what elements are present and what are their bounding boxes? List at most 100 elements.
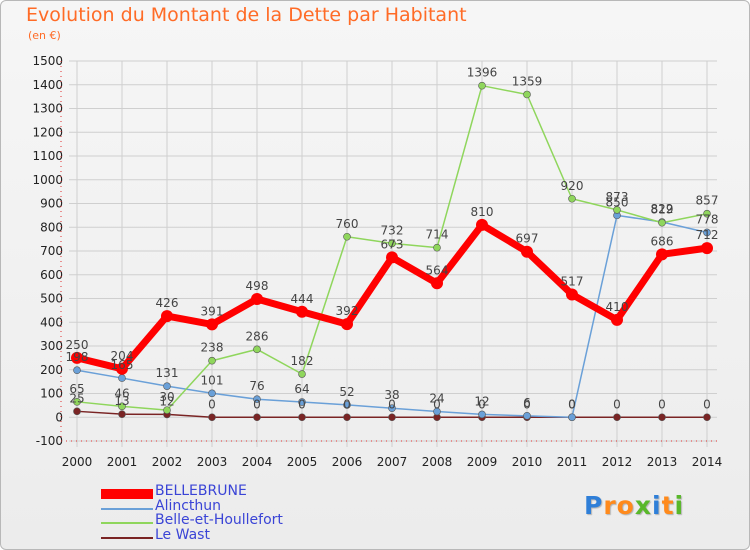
- data-label: 12: [159, 394, 174, 408]
- y-tick-label: 700: [40, 244, 63, 258]
- data-label: 810: [471, 205, 494, 219]
- data-point: [568, 194, 576, 203]
- data-label: 38: [384, 388, 399, 402]
- proxiti-logo: Proxiti: [584, 491, 684, 520]
- y-tick-label: 1300: [32, 102, 63, 116]
- data-label: 52: [339, 385, 354, 399]
- chart-title: Evolution du Montant de la Dette par Hab…: [26, 4, 467, 26]
- y-tick-label: 100: [40, 387, 63, 401]
- y-tick-label: 800: [40, 220, 63, 234]
- y-tick-label: 600: [40, 268, 63, 282]
- data-point: [73, 407, 81, 416]
- logo-letter: x: [634, 491, 652, 520]
- data-label: 238: [201, 341, 224, 355]
- logo-letter: P: [584, 491, 604, 520]
- logo-letter: o: [616, 491, 635, 520]
- data-label: 822: [651, 202, 674, 216]
- y-tick-label: 900: [40, 197, 63, 211]
- legend-label: Le Wast: [155, 526, 210, 543]
- data-label: 64: [294, 382, 309, 396]
- data-point: [208, 413, 216, 422]
- data-label: 0: [253, 397, 261, 411]
- y-tick-label: 500: [40, 292, 63, 306]
- data-point: [386, 251, 398, 264]
- x-tick-label: 2010: [512, 455, 543, 469]
- data-point: [253, 395, 261, 404]
- data-point: [478, 81, 486, 90]
- data-label: 564: [426, 263, 449, 277]
- data-point: [433, 243, 441, 252]
- data-label: 0: [658, 397, 666, 411]
- data-point: [611, 313, 623, 326]
- data-label: 712: [696, 228, 719, 242]
- x-tick-label: 2005: [287, 455, 318, 469]
- x-tick-label: 2009: [467, 455, 498, 469]
- data-label: 0: [613, 397, 621, 411]
- data-label: 0: [433, 397, 441, 411]
- data-label: 714: [426, 228, 449, 242]
- data-label: 13: [114, 394, 129, 408]
- legend-label: Belle-et-Houllefort: [155, 512, 283, 528]
- data-point: [298, 398, 306, 406]
- data-label: 204: [111, 349, 134, 363]
- y-tick-label: 400: [40, 315, 63, 329]
- data-point: [118, 402, 126, 411]
- data-point: [476, 218, 488, 231]
- legend-swatch: [101, 522, 153, 524]
- data-point: [163, 382, 171, 390]
- series-lines: [71, 81, 713, 422]
- data-point: [566, 288, 578, 301]
- x-tick-label: 2008: [422, 455, 453, 469]
- y-tick-label: 1100: [32, 149, 63, 163]
- data-point: [703, 209, 711, 218]
- logo-letter: i: [652, 491, 662, 520]
- data-label: 857: [696, 194, 719, 208]
- data-point: [73, 398, 81, 406]
- data-point: [523, 90, 531, 99]
- data-point: [73, 366, 81, 375]
- chart-subtitle: (en €): [28, 29, 61, 42]
- data-label: 850: [606, 195, 629, 209]
- y-tick-label: -100: [36, 434, 63, 448]
- data-label: 410: [606, 300, 629, 314]
- x-tick-label: 2006: [332, 455, 363, 469]
- data-point: [656, 248, 668, 261]
- data-label: 0: [478, 397, 486, 411]
- data-point: [521, 245, 533, 258]
- data-label: 6: [523, 396, 531, 410]
- legend-swatch: [101, 507, 153, 510]
- data-label: 65: [69, 382, 84, 396]
- data-label: 697: [516, 232, 539, 246]
- y-tick-label: 1000: [32, 173, 63, 187]
- data-point: [388, 404, 396, 413]
- data-label: 0: [568, 397, 576, 411]
- data-point: [433, 407, 441, 416]
- y-tick-label: 1400: [32, 78, 63, 92]
- data-label: 760: [336, 217, 359, 231]
- data-label: 12: [474, 394, 489, 408]
- data-label: 250: [66, 338, 89, 352]
- data-label: 498: [246, 279, 269, 293]
- x-tick-label: 2013: [647, 455, 678, 469]
- data-point: [161, 310, 173, 323]
- data-point: [298, 370, 306, 378]
- y-tick-label: 200: [40, 363, 63, 377]
- data-point: [343, 401, 351, 409]
- data-label: 391: [201, 304, 224, 318]
- data-label: 76: [249, 379, 264, 393]
- x-tick-label: 2004: [242, 455, 273, 469]
- data-label: 920: [561, 179, 584, 193]
- x-tick-label: 2011: [557, 455, 588, 469]
- data-point: [703, 228, 711, 237]
- data-label: 673: [381, 237, 404, 251]
- data-label: 182: [291, 354, 314, 368]
- logo-letter: i: [674, 491, 685, 520]
- data-label: 0: [568, 397, 576, 411]
- data-label: 30: [159, 390, 174, 404]
- y-tick-label: 0: [55, 410, 63, 424]
- data-point: [116, 362, 128, 375]
- logo-letter: r: [603, 491, 617, 520]
- data-label: 444: [291, 292, 314, 306]
